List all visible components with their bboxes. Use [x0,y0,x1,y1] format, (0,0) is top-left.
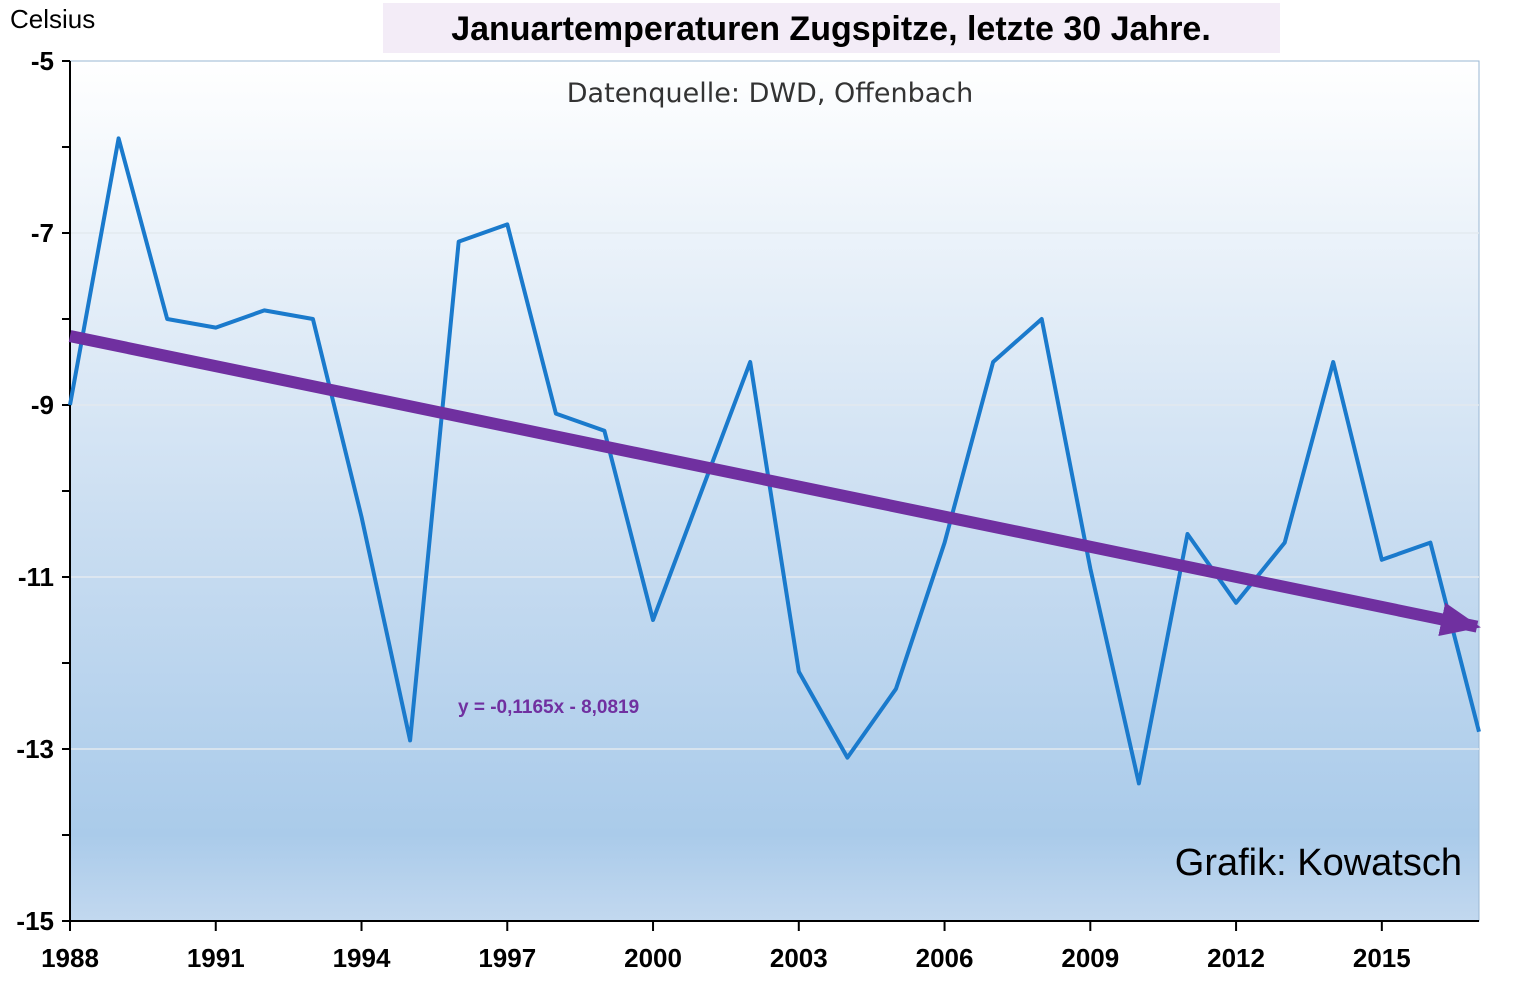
x-tick-label: 2009 [1061,943,1119,973]
chart-title: Januartemperaturen Zugspitze, letzte 30 … [451,10,1211,48]
y-tick-label: -11 [18,562,54,592]
y-tick-label: -13 [16,734,54,764]
series-layer [68,136,1481,786]
x-tick-label: 2006 [916,943,974,973]
y-tick-label: -15 [16,906,54,936]
x-tick-label: 2012 [1207,943,1265,973]
x-tick-label: 1988 [41,943,99,973]
y-tick-label: -7 [31,218,54,248]
gridlines [70,232,1479,750]
trend-layer [68,330,1481,636]
trend-equation: y = -0,1165x - 8,0819 [458,697,639,718]
x-tick-label: 2003 [770,943,828,973]
x-tick-label: 1997 [478,943,536,973]
y-axis-ticks: -5 -7 -9 -11 -13 -15 [16,46,70,936]
plot-area [69,60,1480,922]
trend-line [68,330,1481,636]
x-tick-label: 1994 [333,943,391,973]
series-line [68,136,1481,786]
y-axis-unit-label: Celsius [10,4,95,34]
chart-credit: Grafik: Kowatsch [1175,842,1462,884]
y-tick-label: -5 [31,46,54,76]
chart-subtitle: Datenquelle: DWD, Offenbach [567,78,973,109]
y-tick-label: -9 [31,390,54,420]
x-tick-label: 2015 [1353,943,1411,973]
x-tick-label: 1991 [187,943,245,973]
x-axis-ticks: 1988 1991 1994 1997 2000 2003 2006 2009 2012 2015 [41,921,1411,973]
title-background [383,3,1280,53]
x-tick-label: 2000 [624,943,682,973]
